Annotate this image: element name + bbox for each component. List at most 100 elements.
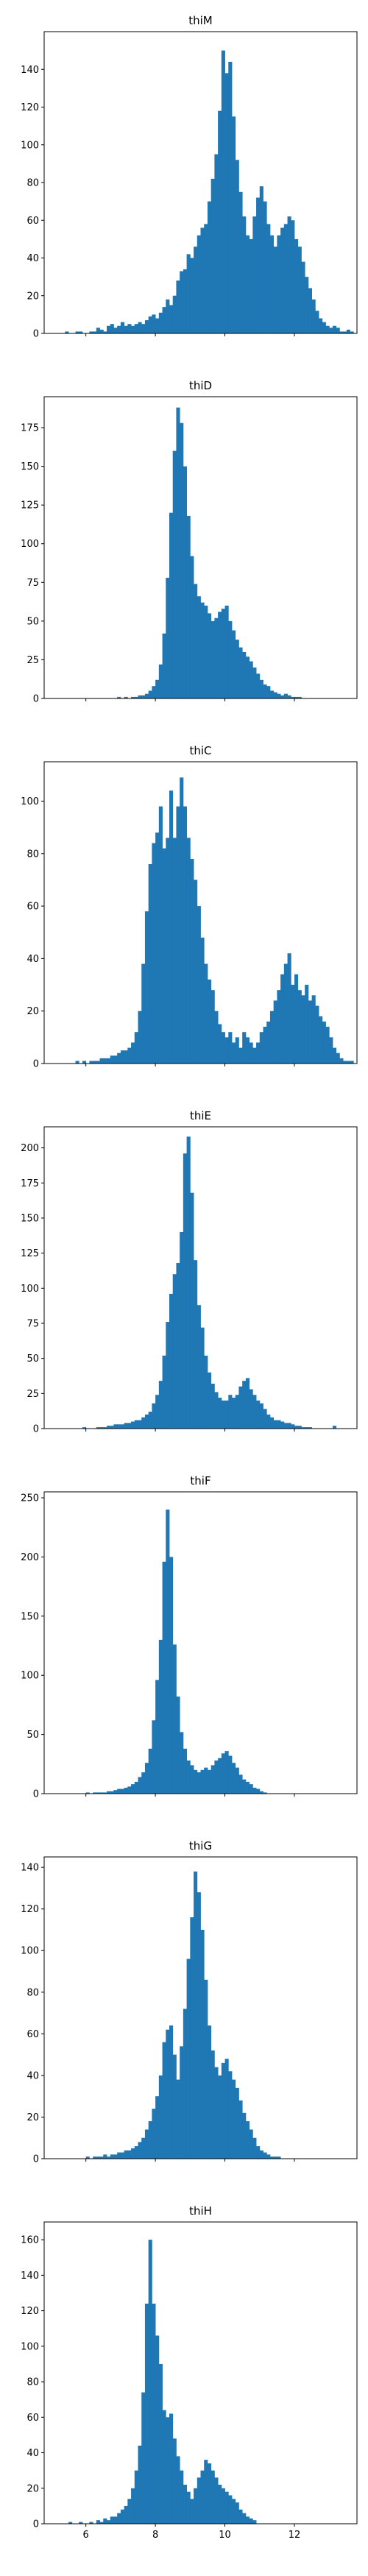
histogram-bar bbox=[120, 1788, 125, 1794]
histogram-bar bbox=[152, 686, 156, 698]
y-tick-label: 150 bbox=[21, 1213, 39, 1224]
histogram-bar bbox=[308, 1000, 313, 1064]
histogram-bar bbox=[117, 1788, 121, 1794]
histogram-bar bbox=[79, 2522, 83, 2524]
histogram-bar bbox=[238, 1386, 243, 1429]
histogram-bar bbox=[228, 1395, 233, 1429]
histogram-bars bbox=[85, 1510, 267, 1794]
panel-title: thiC bbox=[189, 744, 211, 757]
histogram-bar bbox=[277, 693, 281, 698]
histogram-bar bbox=[238, 1047, 243, 1064]
histogram-bar bbox=[172, 838, 177, 1064]
histogram-bar bbox=[214, 2477, 219, 2524]
histogram-bar bbox=[117, 696, 121, 698]
y-tick-label: 75 bbox=[26, 1318, 39, 1329]
histogram-bar bbox=[221, 2488, 225, 2524]
histogram-bar bbox=[242, 1779, 247, 1794]
y-tick-label: 80 bbox=[26, 178, 39, 189]
histogram-bar bbox=[194, 584, 198, 698]
histogram-bar bbox=[218, 2075, 222, 2159]
histogram-bar bbox=[291, 696, 295, 698]
histogram-bar bbox=[110, 1426, 114, 1429]
histogram-bar bbox=[242, 1032, 247, 1064]
histogram-bar bbox=[308, 288, 313, 333]
histogram-bar bbox=[322, 1021, 326, 1064]
histogram-bar bbox=[311, 299, 316, 334]
histogram-bar bbox=[305, 1427, 309, 1429]
histogram-bar bbox=[301, 261, 305, 334]
histogram-bar bbox=[263, 1792, 267, 1794]
histogram-bar bbox=[277, 235, 281, 333]
histogram-bar bbox=[224, 73, 229, 334]
histogram-bar bbox=[221, 1032, 225, 1064]
histogram-bar bbox=[259, 1791, 263, 1794]
histogram-bar bbox=[169, 1293, 174, 1429]
histogram-bar bbox=[224, 1037, 229, 1064]
histogram-bar bbox=[107, 1426, 111, 1429]
histogram-bar bbox=[120, 1050, 125, 1064]
histogram-bar bbox=[235, 1037, 239, 1064]
y-tick-label: 160 bbox=[21, 2235, 39, 2246]
histogram-bar bbox=[259, 186, 263, 334]
plot-frame bbox=[43, 2221, 358, 2524]
y-tick-label: 80 bbox=[26, 2377, 39, 2388]
histogram-bar bbox=[197, 235, 201, 333]
histogram-bar bbox=[134, 1420, 138, 1429]
histogram-bar bbox=[263, 2152, 267, 2159]
histogram-bar bbox=[252, 1047, 257, 1064]
y-tick-label: 100 bbox=[21, 2341, 39, 2352]
histogram-bar bbox=[249, 1784, 253, 1794]
histogram-bar bbox=[343, 331, 347, 333]
histogram-bar bbox=[134, 2146, 138, 2159]
histogram-bar bbox=[249, 238, 253, 334]
histogram-bar bbox=[218, 1024, 222, 1064]
histogram-bar bbox=[68, 2522, 73, 2524]
histogram-bar bbox=[228, 1755, 233, 1794]
histogram-bar bbox=[242, 1381, 247, 1429]
histogram-bar bbox=[127, 1423, 132, 1429]
histogram-bar bbox=[343, 1061, 347, 1064]
histogram-bar bbox=[155, 2096, 160, 2159]
histogram-bar bbox=[152, 1720, 156, 1794]
plot-frame bbox=[43, 1491, 358, 1794]
histogram-bar bbox=[346, 1061, 350, 1064]
histogram-bar bbox=[287, 216, 291, 334]
histogram-bar bbox=[152, 2109, 156, 2159]
histogram-bar bbox=[305, 277, 309, 334]
histogram-bar bbox=[322, 322, 326, 334]
histogram-bar bbox=[232, 1398, 236, 1429]
histogram-bar bbox=[280, 695, 285, 698]
histogram-bar bbox=[176, 280, 180, 333]
histogram-bar bbox=[190, 1765, 194, 1794]
histogram-bar bbox=[245, 1037, 250, 1064]
histogram-bar bbox=[294, 696, 299, 698]
panel-title: thiD bbox=[189, 379, 212, 392]
histogram-bar bbox=[245, 2121, 250, 2159]
histogram-bar bbox=[210, 2050, 215, 2159]
histogram-bar bbox=[245, 235, 250, 333]
histogram-bar bbox=[190, 1917, 194, 2159]
histogram-bar bbox=[186, 1760, 191, 1794]
histogram-bar bbox=[263, 1027, 267, 1064]
x-tick-label: 6 bbox=[83, 2530, 89, 2541]
histogram-bar bbox=[152, 1403, 156, 1429]
histogram-bar bbox=[131, 1042, 135, 1064]
histogram-bar bbox=[207, 201, 212, 334]
y-tick-label: 250 bbox=[21, 1493, 39, 1504]
histogram-bar bbox=[152, 2303, 156, 2524]
histogram-bar bbox=[166, 299, 170, 334]
histogram-bar bbox=[180, 271, 184, 333]
histogram-bar bbox=[277, 1420, 281, 1429]
histogram-bar bbox=[263, 1409, 267, 1429]
histogram-bar bbox=[166, 578, 170, 698]
histogram-bar bbox=[287, 1423, 291, 1429]
histogram-bar bbox=[110, 2154, 114, 2159]
histogram-bar bbox=[252, 216, 257, 334]
histogram-bar bbox=[238, 647, 243, 698]
histogram-bar bbox=[315, 311, 319, 333]
x-tick-label: 8 bbox=[152, 2530, 158, 2541]
histogram-bar bbox=[232, 1042, 236, 1064]
histogram-bar bbox=[319, 318, 323, 333]
histogram-bar bbox=[89, 1061, 93, 1064]
histogram-bar bbox=[218, 1758, 222, 1794]
